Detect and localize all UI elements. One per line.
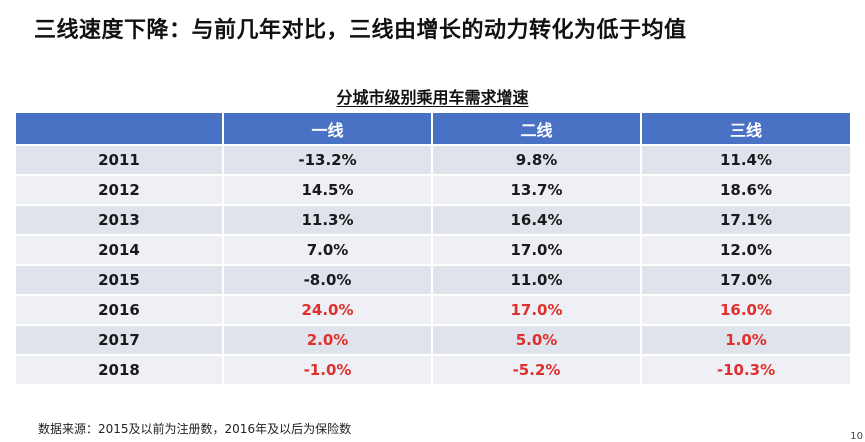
header-cell-tier2: 二线 [433, 113, 642, 144]
year-cell: 2015 [16, 264, 224, 294]
tier1-cell: 2.0% [224, 324, 433, 354]
tier3-cell: 11.4% [642, 144, 850, 174]
source-note: 数据来源：2015及以前为注册数，2016年及以后为保险数 [38, 422, 352, 436]
tier2-cell: -5.2% [433, 354, 642, 384]
table-row: 2016 24.0% 17.0% 16.0% [16, 294, 850, 324]
tier3-cell: 17.0% [642, 264, 850, 294]
table-row: 2018 -1.0% -5.2% -10.3% [16, 354, 850, 384]
page-title: 三线速度下降：与前几年对比，三线由增长的动力转化为低于均值 [34, 18, 687, 43]
tier3-cell: 12.0% [642, 234, 850, 264]
header-cell-tier1: 一线 [224, 113, 433, 144]
table-header-row: 一线 二线 三线 [16, 113, 850, 144]
tier1-cell: 11.3% [224, 204, 433, 234]
tier2-cell: 5.0% [433, 324, 642, 354]
year-cell: 2018 [16, 354, 224, 384]
tier2-cell: 9.8% [433, 144, 642, 174]
table-row: 2011 -13.2% 9.8% 11.4% [16, 144, 850, 174]
year-cell: 2013 [16, 204, 224, 234]
header-cell-tier3: 三线 [642, 113, 850, 144]
tier2-cell: 17.0% [433, 234, 642, 264]
table-row: 2014 7.0% 17.0% 12.0% [16, 234, 850, 264]
page-number: 10 [850, 431, 863, 442]
tier3-cell: 18.6% [642, 174, 850, 204]
tier1-cell: -13.2% [224, 144, 433, 174]
tier1-cell: 14.5% [224, 174, 433, 204]
tier1-cell: 24.0% [224, 294, 433, 324]
year-cell: 2012 [16, 174, 224, 204]
tier1-cell: 7.0% [224, 234, 433, 264]
year-cell: 2014 [16, 234, 224, 264]
tier3-cell: 1.0% [642, 324, 850, 354]
table-row: 2017 2.0% 5.0% 1.0% [16, 324, 850, 354]
tier1-cell: -1.0% [224, 354, 433, 384]
table-title-text: 分城市级别乘用车需求增速 [336, 88, 529, 107]
tier3-cell: -10.3% [642, 354, 850, 384]
tier1-cell: -8.0% [224, 264, 433, 294]
tier3-cell: 17.1% [642, 204, 850, 234]
tier2-cell: 16.4% [433, 204, 642, 234]
table-row: 2012 14.5% 13.7% 18.6% [16, 174, 850, 204]
year-cell: 2016 [16, 294, 224, 324]
table-row: 2015 -8.0% 11.0% 17.0% [16, 264, 850, 294]
growth-table: 一线 二线 三线 2011 -13.2% 9.8% 11.4% 2012 14.… [16, 113, 850, 384]
tier2-cell: 17.0% [433, 294, 642, 324]
header-cell-year [16, 113, 224, 144]
year-cell: 2011 [16, 144, 224, 174]
tier3-cell: 16.0% [642, 294, 850, 324]
table-title: 分城市级别乘用车需求增速 [0, 84, 865, 108]
table-row: 2013 11.3% 16.4% 17.1% [16, 204, 850, 234]
year-cell: 2017 [16, 324, 224, 354]
tier2-cell: 13.7% [433, 174, 642, 204]
tier2-cell: 11.0% [433, 264, 642, 294]
